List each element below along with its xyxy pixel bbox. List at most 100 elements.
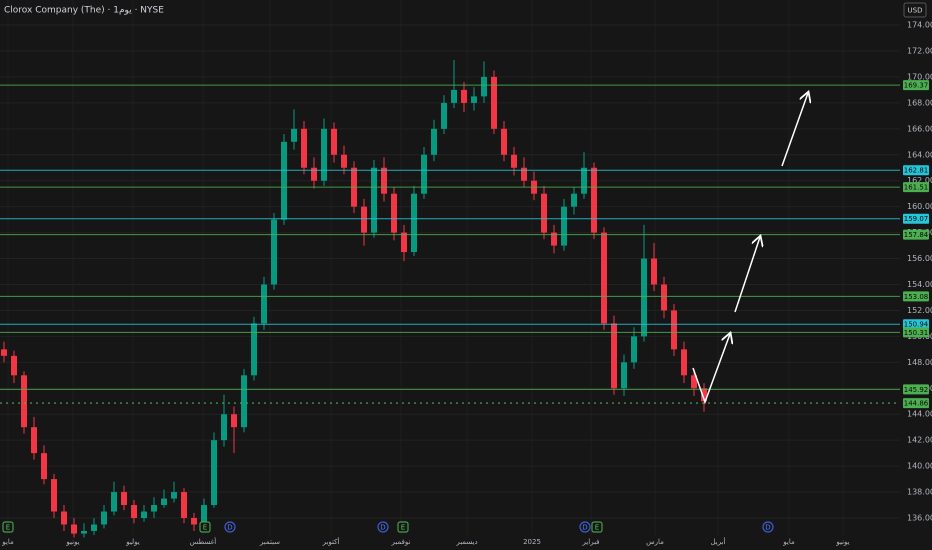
candle-body (21, 375, 27, 428)
event-marker (377, 521, 389, 533)
candle-body (541, 193, 547, 233)
chart-title: Clorox Company (The) · 1يوم · NYSE (4, 6, 164, 16)
candle-body (631, 336, 637, 363)
candle-body (341, 154, 347, 168)
candle-body (301, 128, 307, 168)
candle-body (131, 505, 137, 519)
candle-body (661, 284, 667, 311)
currency-button[interactable] (903, 2, 927, 18)
candle-body (681, 349, 687, 376)
candle-body (371, 167, 377, 233)
candle-body (201, 505, 207, 525)
event-label: E (401, 524, 405, 532)
candle-body (431, 128, 437, 155)
level-label: 161.51 (904, 184, 929, 192)
candle-body (11, 355, 17, 376)
y-tick-label: 162.00 (907, 176, 932, 185)
candle-body (181, 492, 187, 519)
candle-body (511, 154, 517, 168)
candle-body (61, 511, 67, 525)
candle-body (381, 167, 387, 194)
level-badge (903, 165, 929, 176)
y-tick-label: 166.00 (907, 124, 932, 133)
last-price-label: 144.86 (904, 400, 929, 408)
candle-body (581, 167, 587, 194)
candle-body (261, 284, 267, 324)
candle-body (221, 414, 227, 441)
candle-body (331, 128, 337, 155)
annotation-arrows (692, 93, 808, 405)
event-label: D (582, 524, 587, 532)
x-tick-label: مارس (646, 538, 664, 546)
candle-body (611, 323, 617, 389)
event-label: D (765, 524, 770, 532)
arrow (734, 237, 760, 313)
candle-body (31, 427, 37, 454)
arrow (692, 334, 730, 405)
candle-body (171, 492, 177, 499)
x-tick-label: سبتمبر (259, 538, 280, 546)
candle-body (151, 505, 157, 512)
y-tick-label: 140.00 (907, 462, 932, 471)
event-label: E (203, 524, 207, 532)
candle-body (471, 96, 477, 103)
candle-body (271, 219, 277, 285)
x-tick-label: نوفمبر (391, 538, 411, 546)
x-tick-label: يوليو (125, 538, 139, 546)
level-label: 150.94 (904, 321, 929, 329)
x-tick-label: أغسطس (190, 537, 217, 546)
level-badge (903, 182, 929, 193)
level-label: 145.92 (904, 386, 929, 394)
candle-body (361, 206, 367, 233)
candle-body (651, 258, 657, 285)
currency-label[interactable]: USD (908, 7, 923, 15)
candle-body (91, 524, 97, 531)
candle-body (311, 167, 317, 181)
y-tick-label: 164.00 (907, 150, 932, 159)
candle-body (241, 375, 247, 428)
candle-body (501, 128, 507, 155)
event-marker (397, 521, 409, 533)
y-tick-label: 142.00 (907, 436, 932, 445)
y-tick-label: 154.00 (907, 280, 932, 289)
x-tick-label: فبراير (581, 538, 599, 546)
candle-body (401, 232, 407, 253)
candle-body (591, 167, 597, 233)
x-tick-label: يونيو (835, 538, 849, 546)
candle-body (1, 349, 7, 356)
level-badge (903, 229, 929, 240)
y-tick-label: 156.00 (907, 254, 932, 263)
arrow (781, 93, 808, 167)
y-tick-label: 168.00 (907, 98, 932, 107)
y-tick-label: 152.00 (907, 306, 932, 315)
candle-body (671, 310, 677, 350)
last-price-badge (903, 398, 929, 409)
level-badge (903, 384, 929, 395)
level-badge (903, 213, 929, 224)
candle-body (601, 232, 607, 324)
event-marker (579, 521, 591, 533)
event-marker (591, 521, 603, 533)
candle-body (641, 258, 647, 337)
candle-body (141, 511, 147, 519)
candle-body (321, 128, 327, 181)
candle-body (421, 154, 427, 194)
candle-body (561, 206, 567, 246)
candle-body (571, 193, 577, 207)
x-tick-label: يونيو (65, 538, 79, 546)
candle-body (71, 524, 77, 534)
level-label: 169.37 (904, 82, 929, 90)
event-label: D (227, 524, 232, 532)
candle-body (451, 89, 457, 103)
x-tick-label: ديسمبر (455, 538, 477, 546)
y-tick-label: 172.00 (907, 46, 932, 55)
candle-body (441, 102, 447, 129)
level-badge (903, 291, 929, 302)
candle-body (411, 193, 417, 253)
grid (0, 24, 900, 519)
candle-body (191, 518, 197, 525)
candle-body (551, 232, 557, 246)
candle-body (121, 492, 127, 506)
candle-body (521, 167, 527, 181)
